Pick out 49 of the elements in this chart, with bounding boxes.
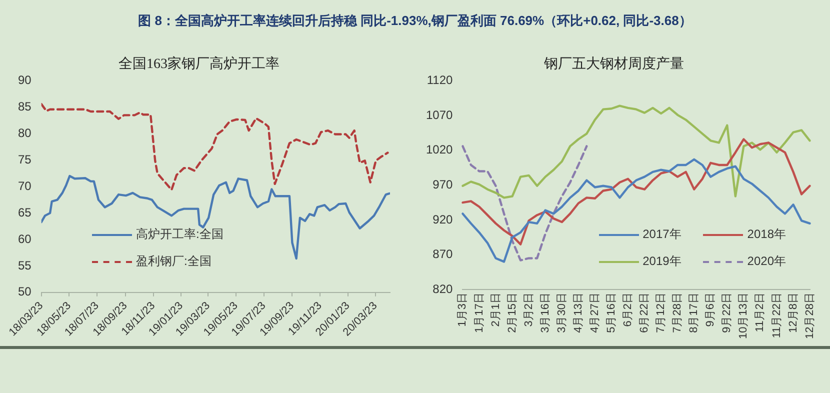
y-tick-label: 1020 [426,142,454,157]
x-tick-label: 1月3日 [456,292,469,327]
legend-label: 高炉开工率:全国 [136,226,224,243]
x-tick-label: 10月13日 [738,292,750,340]
x-tick-label: 7月28日 [672,292,684,333]
x-tick-label: 5月16日 [605,292,618,333]
x-tick-label: 7月12日 [655,292,668,333]
x-tick-label: 6月2日 [622,292,634,327]
y-tick-label: 60 [18,232,32,246]
line-series [462,145,588,262]
y-tick-label: 90 [18,73,32,88]
y-tick-label: 80 [18,126,32,140]
y-tick-label: 85 [18,100,32,114]
x-tick-label: 3月2日 [522,292,535,327]
legend-label: 盈利钢厂:全国 [136,253,212,270]
x-tick-label: 11月22日 [770,292,783,338]
x-tick-label: 12月8日 [787,292,800,333]
y-tick-label: 75 [18,152,32,166]
x-tick-label: 2月1日 [490,292,502,327]
y-tick-label: 55 [18,258,32,272]
chart-title: 全国163家钢厂高炉开工率 [118,56,280,72]
y-tick-label: 1120 [426,73,454,88]
y-tick-label: 50 [18,284,32,299]
x-tick-label: 4月27日 [588,292,601,333]
line-series [41,102,389,191]
caption: 图 8：全国高炉开工率连续回升后持稳 同比-1.93%,钢厂盈利面 76.69%（环比+0.62, 同比-3.68） [137,12,693,30]
y-tick-label: 870 [432,247,454,262]
legend-label: 2017年 [642,226,682,243]
x-tick-label: 1月17日 [473,292,486,333]
chart-title: 钢厂五大钢材周度产量 [543,56,684,72]
x-tick-label: 6月22日 [638,292,651,333]
x-tick-label: 3月16日 [539,292,552,333]
y-tick-label: 820 [432,282,454,296]
x-tick-label: 4月13日 [572,292,584,333]
x-tick-label: 3月30日 [556,292,568,333]
x-tick-label: 8月17日 [688,292,700,333]
legend-label: 2020年 [747,253,786,270]
x-tick-label: 2月15日 [506,292,518,333]
x-tick-label: 11月2日 [754,292,766,332]
y-tick-label: 970 [432,177,454,192]
legend-label: 2019年 [642,253,682,270]
y-tick-label: 70 [18,178,32,193]
y-tick-label: 1070 [426,108,454,122]
x-tick-label: 9月6日 [704,292,717,327]
y-tick-label: 65 [18,205,32,220]
x-tick-label: 12月28日 [804,292,816,340]
x-tick-label: 9月22日 [721,292,734,333]
y-tick-label: 920 [432,212,454,226]
legend-label: 2018年 [747,226,786,243]
